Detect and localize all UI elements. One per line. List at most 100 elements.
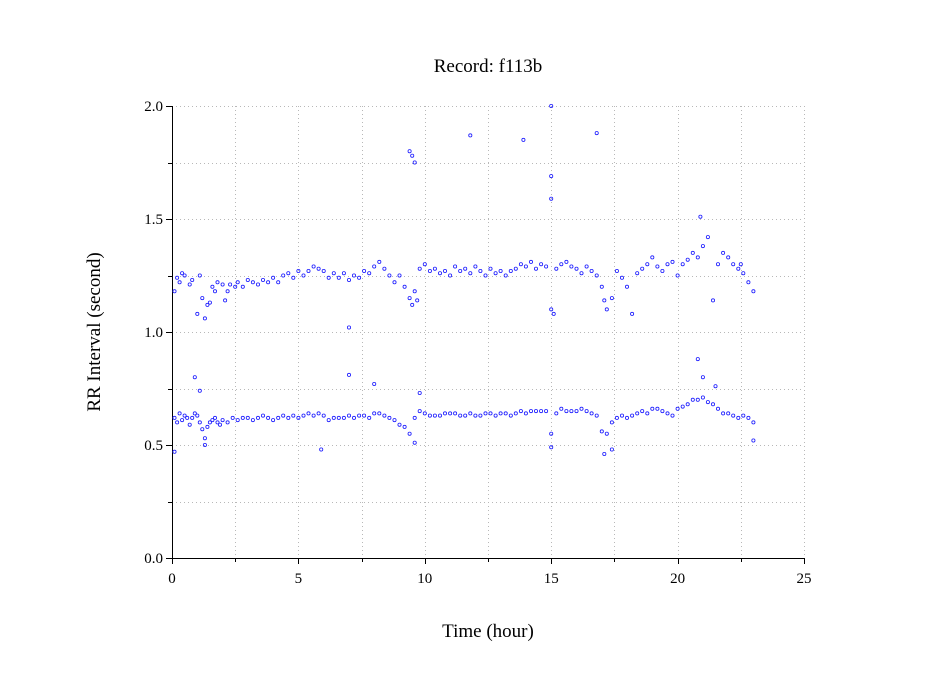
data-point <box>225 289 230 294</box>
data-point <box>473 264 478 269</box>
data-point <box>397 273 402 278</box>
data-point <box>291 275 296 280</box>
data-point <box>387 415 392 420</box>
data-point <box>255 282 260 287</box>
data-point <box>207 420 212 425</box>
data-point <box>549 431 554 436</box>
data-point <box>544 409 549 414</box>
data-point <box>655 264 660 269</box>
data-point <box>448 411 453 416</box>
data-point <box>362 413 367 418</box>
data-point <box>602 298 607 303</box>
data-point <box>448 273 453 278</box>
data-point <box>351 273 356 278</box>
data-point <box>331 415 336 420</box>
y-tick-label: 1.5 <box>144 212 163 228</box>
grid-layer <box>172 106 805 558</box>
data-point <box>377 411 382 416</box>
data-point <box>655 406 660 411</box>
data-point <box>177 411 182 416</box>
data-point <box>437 413 442 418</box>
data-point <box>346 372 351 377</box>
data-point <box>407 431 412 436</box>
data-point <box>523 264 528 269</box>
data-point <box>172 415 177 420</box>
data-point <box>695 357 700 362</box>
data-point <box>286 415 291 420</box>
data-point <box>609 447 614 452</box>
data-point <box>746 415 751 420</box>
data-point <box>604 307 609 312</box>
y-tick-label: 1.0 <box>144 325 163 341</box>
data-point <box>192 411 197 416</box>
data-point <box>483 411 488 416</box>
data-point <box>357 413 362 418</box>
data-point <box>250 418 255 423</box>
data-point <box>306 411 311 416</box>
data-point <box>422 262 427 267</box>
data-point <box>690 397 695 402</box>
data-point <box>301 273 306 278</box>
data-point <box>442 268 447 273</box>
data-point <box>217 422 222 427</box>
data-point <box>306 268 311 273</box>
data-point <box>402 424 407 429</box>
data-point <box>458 268 463 273</box>
data-point <box>458 413 463 418</box>
data-point <box>212 415 217 420</box>
data-point <box>731 262 736 267</box>
data-point <box>650 406 655 411</box>
data-point <box>698 214 703 219</box>
x-tick-label: 10 <box>417 571 432 587</box>
data-point <box>463 413 468 418</box>
data-point <box>377 259 382 264</box>
data-point <box>410 153 415 158</box>
data-point <box>260 277 265 282</box>
data-point <box>367 415 372 420</box>
data-point <box>551 311 556 316</box>
data-point <box>564 409 569 414</box>
data-point <box>228 282 233 287</box>
y-tick-label: 2.0 <box>144 99 163 115</box>
data-point <box>175 275 180 280</box>
data-point <box>625 415 630 420</box>
data-point <box>321 268 326 273</box>
data-point <box>751 438 756 443</box>
data-point <box>670 413 675 418</box>
data-point <box>397 422 402 427</box>
chart-title: Record: f113b <box>434 56 543 77</box>
data-point <box>685 257 690 262</box>
data-point <box>367 271 372 276</box>
data-point <box>554 411 559 416</box>
data-point <box>412 415 417 420</box>
data-point <box>473 413 478 418</box>
data-point <box>192 375 197 380</box>
y-tick-label: 0.5 <box>144 438 163 454</box>
data-point <box>635 411 640 416</box>
data-point <box>726 255 731 260</box>
data-point <box>346 325 351 330</box>
data-point <box>508 268 513 273</box>
data-point <box>321 413 326 418</box>
data-point <box>233 284 238 289</box>
data-point <box>741 271 746 276</box>
data-point <box>569 409 574 414</box>
data-point <box>372 381 377 386</box>
data-point <box>498 268 503 273</box>
data-point <box>311 264 316 269</box>
data-point <box>202 442 207 447</box>
data-point <box>372 264 377 269</box>
data-point <box>255 415 260 420</box>
data-point <box>685 402 690 407</box>
data-point <box>650 255 655 260</box>
data-point <box>549 196 554 201</box>
y-tick-label: 0.0 <box>144 551 163 567</box>
data-point <box>346 413 351 418</box>
data-point <box>564 259 569 264</box>
data-point <box>205 424 210 429</box>
data-point <box>351 415 356 420</box>
data-point <box>240 415 245 420</box>
data-point <box>594 273 599 278</box>
data-point <box>276 280 281 285</box>
data-point <box>630 311 635 316</box>
